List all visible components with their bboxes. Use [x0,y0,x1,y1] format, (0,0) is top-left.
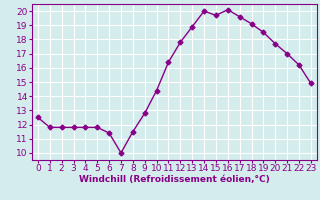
X-axis label: Windchill (Refroidissement éolien,°C): Windchill (Refroidissement éolien,°C) [79,175,270,184]
